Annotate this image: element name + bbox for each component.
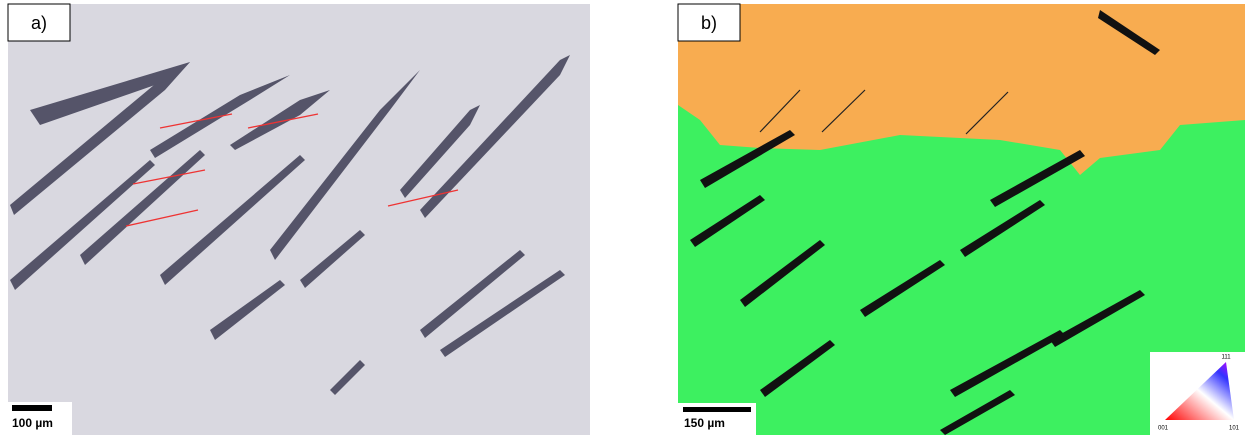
scale-label: 150 µm <box>684 416 725 430</box>
legend-label: 111 <box>1221 355 1231 361</box>
legend-label: 001 <box>1158 426 1169 432</box>
legend-label: 101 <box>1229 426 1240 432</box>
panel-label: a) <box>31 13 47 33</box>
scale-label: 100 µm <box>12 416 53 430</box>
figure: a) 100 µm b) 150 µm <box>0 0 1245 435</box>
scale-bar <box>683 407 751 412</box>
panel-a: a) 100 µm <box>8 4 590 435</box>
scale-bar <box>12 405 52 411</box>
panel-label: b) <box>701 13 717 33</box>
panel-b: b) 150 µm 111 001 101 <box>678 4 1245 435</box>
